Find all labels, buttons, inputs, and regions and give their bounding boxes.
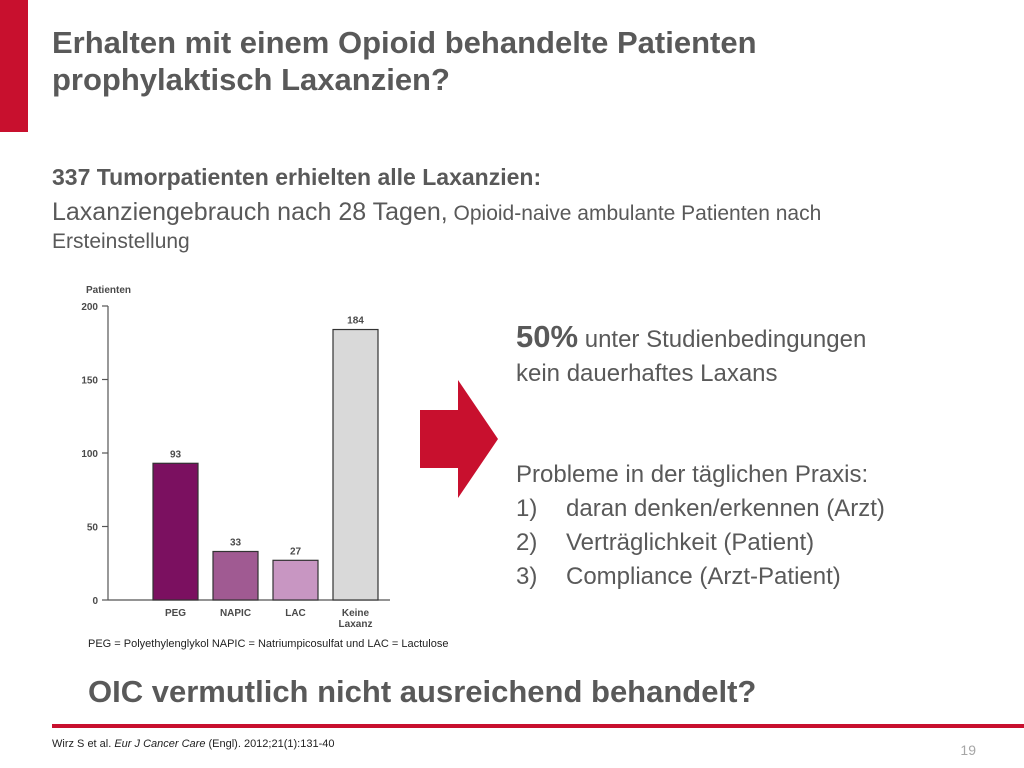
study-description-detail: Opioid-naive ambulante Patienten nach Er… [52,202,822,253]
problem-number: 1) [516,495,538,522]
stat-percent: 50% [516,319,579,354]
problem-text: daran denken/erkennen (Arzt) [566,495,885,522]
problem-item: 3) Compliance (Arzt-Patient) [516,560,986,594]
problem-item: 1) daran denken/erkennen (Arzt) [516,492,986,526]
bar-chart: Patienten 0 50 100 150 200 93 PEG 33 NAPIC 27 LAC 18… [60,280,480,636]
title-line-1: Erhalten mit einem Opioid behandelte Pat… [52,25,757,60]
problem-number: 3) [516,563,538,590]
page-number: 19 [960,742,976,758]
x-tick-label: LAC [285,608,306,619]
bar [152,462,199,601]
accent-bar [0,0,28,132]
problems-list: 1) daran denken/erkennen (Arzt) 2) Vertr… [516,492,986,594]
problem-text: Compliance (Arzt-Patient) [566,563,841,590]
x-tick-label: Keine [342,608,370,619]
problem-number: 2) [516,529,538,556]
x-tick-label: NAPIC [220,608,251,619]
bar-chart-svg: Patienten 0 50 100 150 200 93 PEG 33 NAPIC 27 LAC 18… [81,285,390,630]
right-arrow-icon [420,380,498,498]
key-finding: 50% unter Studienbedingungen kein dauerh… [516,320,986,391]
x-tick-label: Laxanz [339,619,373,630]
footer-divider [52,724,1024,728]
bar [212,550,259,601]
problems-heading: Probleme in der täglichen Praxis: [516,461,869,488]
stat-text-2: kein dauerhaftes Laxans [516,360,778,387]
citation-journal: Eur J Cancer Care [114,738,206,750]
x-tick-label: PEG [165,608,186,619]
y-tick-label: 150 [81,376,98,387]
stat-text-1: unter Studienbedingungen [578,326,867,353]
chart-legend-note: PEG = Polyethylenglykol NAPIC = Natriump… [88,638,449,650]
citation-author: Wirz S et al. [52,738,115,750]
y-tick-label: 100 [81,449,98,460]
citation-details: (Engl). 2012;21(1):131-40 [205,738,335,750]
slide-title: Erhalten mit einem Opioid behandelte Pat… [52,24,952,98]
y-tick-label: 50 [87,523,99,534]
bar-value-label: 27 [290,546,302,557]
y-tick-label: 0 [92,596,98,607]
title-line-2: prophylaktisch Laxanzien? [52,62,450,97]
bar-value-label: 184 [347,316,364,327]
citation: Wirz S et al. Eur J Cancer Care (Engl). … [52,738,334,750]
problem-text: Verträglichkeit (Patient) [566,529,815,556]
problem-item: 2) Verträglichkeit (Patient) [516,526,986,560]
bar-value-label: 93 [170,449,182,460]
problems-section: Probleme in der täglichen Praxis: 1) dar… [516,458,986,594]
bar [272,559,319,601]
stat-line: 50% unter Studienbedingungen [516,320,986,357]
subheading: 337 Tumorpatienten erhielten alle Laxanz… [52,164,542,190]
y-tick-label: 200 [81,302,98,313]
y-axis-label: Patienten [86,285,131,296]
study-description: Laxanziengebrauch nach 28 Tagen, Opioid-… [52,199,932,257]
study-description-main: Laxanziengebrauch nach 28 Tagen, [52,198,448,226]
bar-value-label: 33 [230,537,242,548]
conclusion: OIC vermutlich nicht ausreichend behande… [88,674,757,709]
bar [332,328,379,601]
